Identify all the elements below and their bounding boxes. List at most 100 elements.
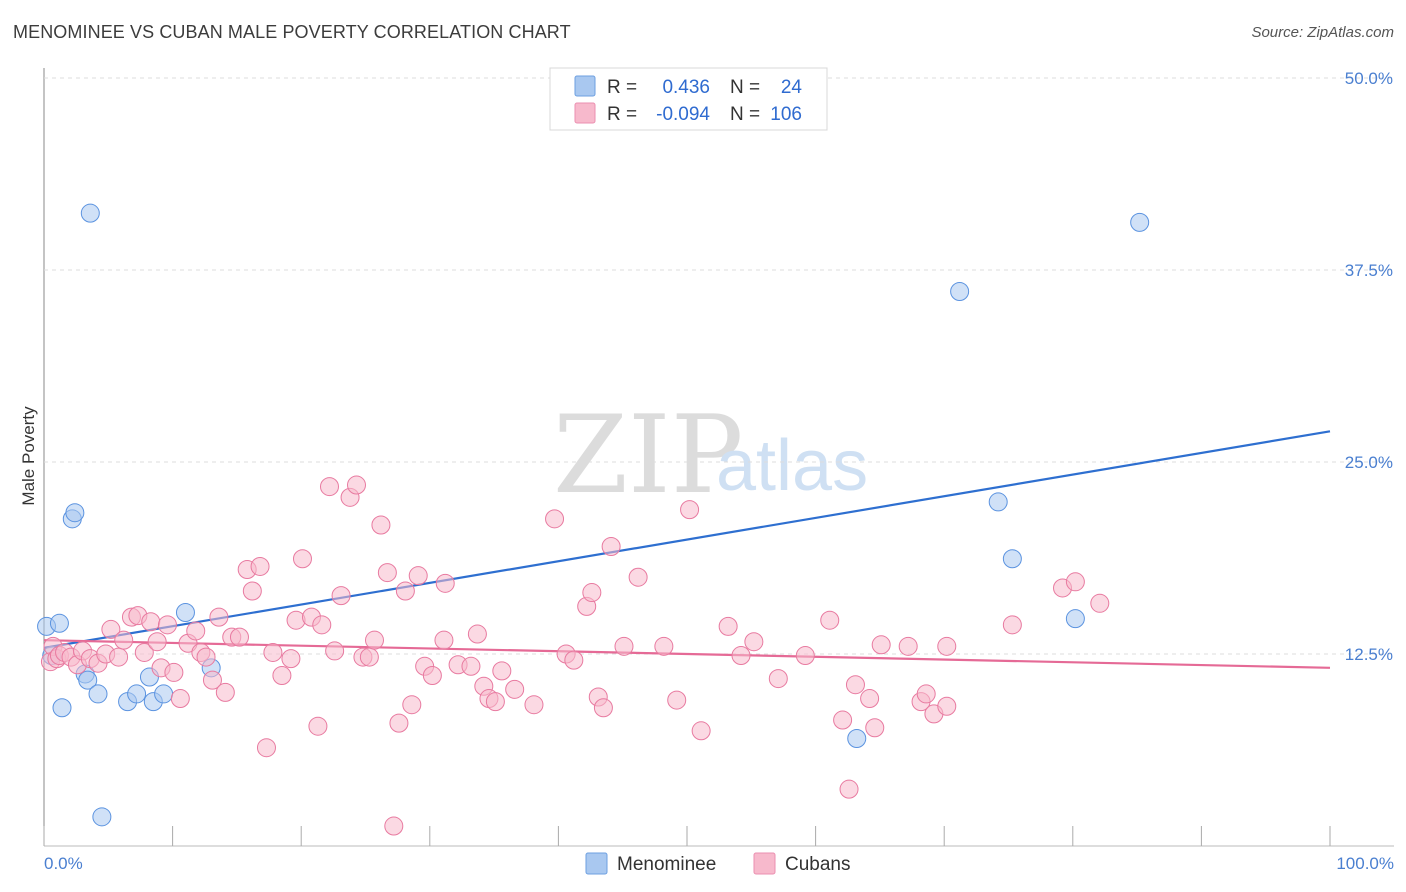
watermark-atlas: atlas xyxy=(716,426,868,506)
point-cubans xyxy=(768,669,788,689)
point-menominee xyxy=(988,492,1008,512)
point-menominee xyxy=(49,613,69,633)
point-cubans xyxy=(147,632,167,652)
chart-title: MENOMINEE VS CUBAN MALE POVERTY CORRELAT… xyxy=(13,22,571,42)
point-cubans xyxy=(937,636,957,656)
point-cubans xyxy=(860,689,880,709)
series-legend: Menominee Cubans xyxy=(585,852,851,875)
legend-r-value-cubans: -0.094 xyxy=(656,104,710,125)
point-cubans xyxy=(545,509,565,529)
point-cubans xyxy=(461,656,481,676)
point-cubans xyxy=(628,567,648,587)
point-cubans xyxy=(186,621,206,641)
point-cubans xyxy=(359,647,379,667)
point-cubans xyxy=(582,583,602,603)
point-menominee xyxy=(92,807,112,827)
point-menominee xyxy=(1130,212,1150,232)
point-menominee xyxy=(1002,549,1022,569)
point-cubans xyxy=(202,670,222,690)
point-cubans xyxy=(365,630,385,650)
point-cubans xyxy=(384,816,404,836)
point-cubans xyxy=(492,661,512,681)
point-cubans xyxy=(614,636,634,656)
point-menominee xyxy=(80,203,100,223)
point-cubans xyxy=(408,566,428,586)
point-cubans xyxy=(389,713,409,733)
point-cubans xyxy=(215,682,235,702)
point-cubans xyxy=(434,630,454,650)
point-cubans xyxy=(312,615,332,635)
legend-n-value-menominee: 24 xyxy=(781,77,803,98)
series-legend-swatch-cubans xyxy=(753,852,776,875)
point-cubans xyxy=(485,692,505,712)
series-legend-label-menominee: Menominee xyxy=(617,854,716,875)
point-menominee xyxy=(52,698,72,718)
point-cubans xyxy=(292,549,312,569)
point-cubans xyxy=(1065,572,1085,592)
point-cubans xyxy=(691,721,711,741)
point-cubans xyxy=(505,679,525,699)
point-cubans xyxy=(209,607,229,627)
point-cubans xyxy=(839,779,859,799)
legend-r-value-menominee: 0.436 xyxy=(662,77,710,98)
y-axis-title: Male Poverty xyxy=(19,406,38,506)
y-tick-label: 25.0% xyxy=(1345,453,1393,472)
point-cubans xyxy=(331,586,351,606)
x-tick-label-min: 0.0% xyxy=(44,854,83,873)
point-menominee xyxy=(154,684,174,704)
point-menominee xyxy=(127,684,147,704)
y-tick-label: 12.5% xyxy=(1345,645,1393,664)
point-cubans xyxy=(795,646,815,666)
point-cubans xyxy=(256,738,276,758)
point-cubans xyxy=(250,556,270,576)
x-axis-ticks xyxy=(43,826,1331,846)
point-cubans xyxy=(281,649,301,669)
point-cubans xyxy=(101,619,121,639)
point-cubans xyxy=(593,698,613,718)
point-cubans xyxy=(467,624,487,644)
point-cubans xyxy=(871,635,891,655)
point-menominee xyxy=(175,603,195,623)
point-cubans xyxy=(141,612,161,632)
y-axis-tick-labels: 12.5% 25.0% 37.5% 50.0% xyxy=(1345,69,1393,664)
point-cubans xyxy=(263,642,283,662)
point-cubans xyxy=(1002,615,1022,635)
legend-n-value-cubans: 106 xyxy=(770,104,802,125)
point-menominee xyxy=(78,670,98,690)
point-cubans xyxy=(242,581,262,601)
trend-line-cubans xyxy=(43,639,1331,669)
point-menominee xyxy=(1065,609,1085,629)
series-legend-swatch-menominee xyxy=(585,852,608,875)
point-cubans xyxy=(229,627,249,647)
point-cubans xyxy=(731,646,751,666)
point-cubans xyxy=(395,581,415,601)
point-cubans xyxy=(680,500,700,520)
point-cubans xyxy=(134,642,154,662)
point-cubans xyxy=(916,684,936,704)
chart-source: Source: ZipAtlas.com xyxy=(1251,24,1394,41)
point-cubans xyxy=(564,650,584,670)
legend-n-label-menominee: N = xyxy=(730,77,760,98)
point-cubans xyxy=(820,610,840,630)
point-cubans xyxy=(718,616,738,636)
point-cubans xyxy=(654,636,674,656)
point-cubans xyxy=(346,475,366,495)
legend-r-label-menominee: R = xyxy=(607,77,637,98)
y-tick-label: 50.0% xyxy=(1345,69,1393,88)
point-cubans xyxy=(114,630,134,650)
point-cubans xyxy=(157,615,177,635)
point-cubans xyxy=(1090,593,1110,613)
point-cubans xyxy=(744,632,764,652)
y-tick-label: 37.5% xyxy=(1345,261,1393,280)
point-cubans xyxy=(109,647,129,667)
point-cubans xyxy=(898,636,918,656)
point-cubans xyxy=(371,515,391,535)
point-cubans xyxy=(667,690,687,710)
point-cubans xyxy=(308,716,328,736)
point-cubans xyxy=(164,662,184,682)
x-tick-label-max: 100.0% xyxy=(1336,854,1394,873)
point-menominee xyxy=(847,728,867,748)
point-cubans xyxy=(272,666,292,686)
point-cubans xyxy=(524,695,544,715)
